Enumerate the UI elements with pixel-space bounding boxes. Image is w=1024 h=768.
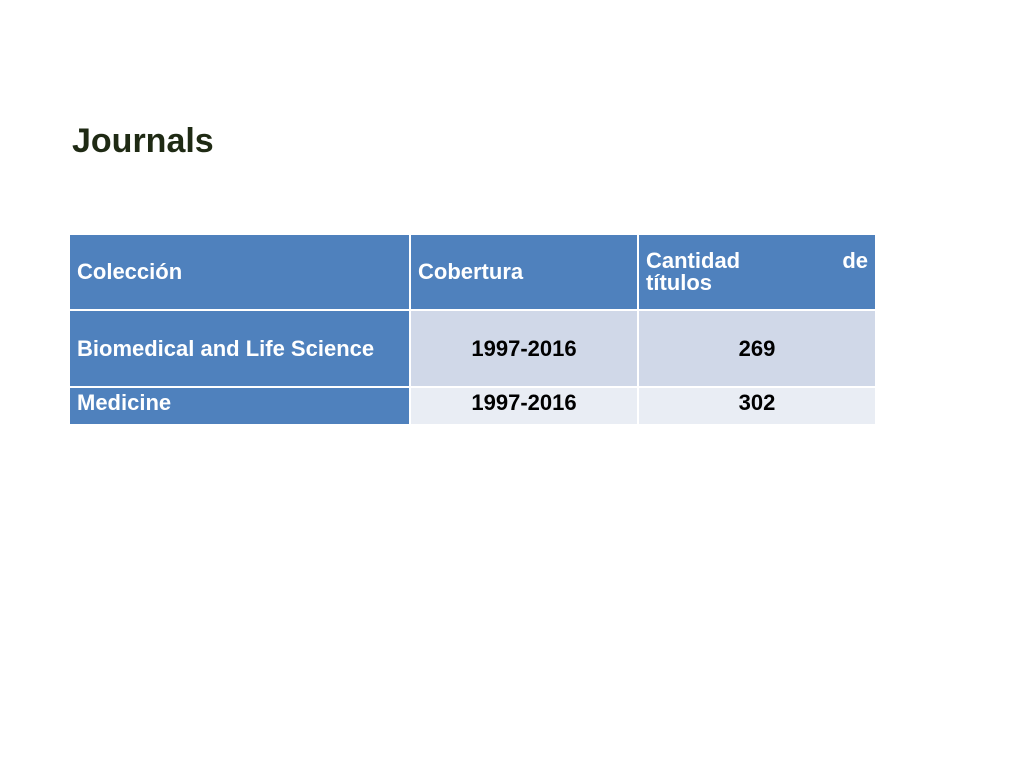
- header-titles-word-3: títulos: [646, 270, 712, 295]
- cell-coverage: 1997-2016: [409, 386, 639, 426]
- header-titles-count: Cantidad de títulos: [637, 233, 877, 311]
- header-titles-word-2: de: [842, 248, 868, 273]
- table-row: Medicine 1997-2016 302: [68, 386, 877, 426]
- header-collection: Colección: [68, 233, 411, 311]
- table-row: Biomedical and Life Science 1997-2016 26…: [68, 309, 877, 388]
- cell-coverage: 1997-2016: [409, 309, 639, 388]
- cell-titles: 302: [637, 386, 877, 426]
- table-header-row: Colección Cobertura Cantidad de títulos: [68, 233, 877, 311]
- cell-titles: 269: [637, 309, 877, 388]
- slide-title: Journals: [72, 122, 214, 160]
- journals-table: Colección Cobertura Cantidad de títulos …: [68, 233, 877, 426]
- header-coverage: Cobertura: [409, 233, 639, 311]
- cell-collection: Biomedical and Life Science: [68, 309, 411, 388]
- header-titles-word-1: Cantidad: [646, 248, 741, 273]
- cell-collection: Medicine: [68, 386, 411, 426]
